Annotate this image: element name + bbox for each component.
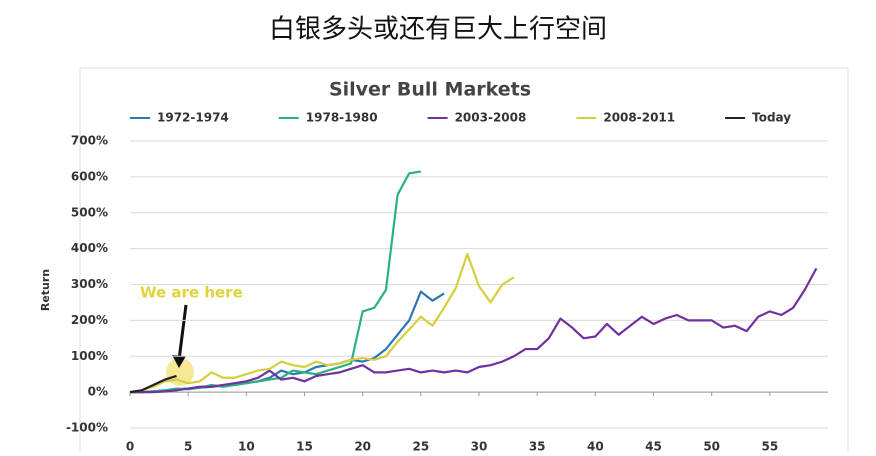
y-tick-label: 700% <box>71 134 108 148</box>
y-tick-label: 100% <box>71 349 108 363</box>
y-axis-label: Return <box>39 269 52 311</box>
x-tick-label: 40 <box>587 440 604 453</box>
legend-label: 1978-1980 <box>306 111 378 125</box>
arrow <box>177 304 188 361</box>
x-tick-label: 20 <box>354 440 371 453</box>
x-tick-label: 35 <box>529 440 546 453</box>
y-tick-label: 0% <box>88 385 108 399</box>
y-tick-label: 500% <box>71 205 108 219</box>
y-tick-label: 600% <box>71 169 108 183</box>
legend-label: 2003-2008 <box>455 111 527 125</box>
x-tick-label: 50 <box>703 440 720 453</box>
x-tick-label: 55 <box>761 440 778 453</box>
y-tick-label: 200% <box>71 313 108 327</box>
legend-label: 1972-1974 <box>157 111 229 125</box>
highlight <box>166 358 194 386</box>
arrow-head <box>172 355 186 368</box>
series-line <box>130 170 422 394</box>
y-tick-label: -100% <box>66 421 108 435</box>
series-line <box>129 374 177 394</box>
y-tick-label: 400% <box>71 241 108 255</box>
x-tick-label: 25 <box>412 440 429 453</box>
x-tick-label: 0 <box>126 440 134 453</box>
y-tick-label: 300% <box>71 277 108 291</box>
series-line <box>129 252 515 394</box>
x-tick-label: 5 <box>184 440 192 453</box>
chart-frame <box>79 67 849 456</box>
page-title: 白银多头或还有巨大上行空间 <box>269 15 607 45</box>
series-line <box>130 267 818 394</box>
legend-label: Today <box>752 111 791 125</box>
chart-title: Silver Bull Markets <box>329 79 531 101</box>
x-tick-label: 15 <box>296 440 313 453</box>
x-tick-label: 10 <box>238 440 255 453</box>
legend-label: 2008-2011 <box>603 111 675 125</box>
annotation: We are here <box>140 284 243 302</box>
x-tick-label: 45 <box>645 440 662 453</box>
x-tick-label: 30 <box>471 440 488 453</box>
